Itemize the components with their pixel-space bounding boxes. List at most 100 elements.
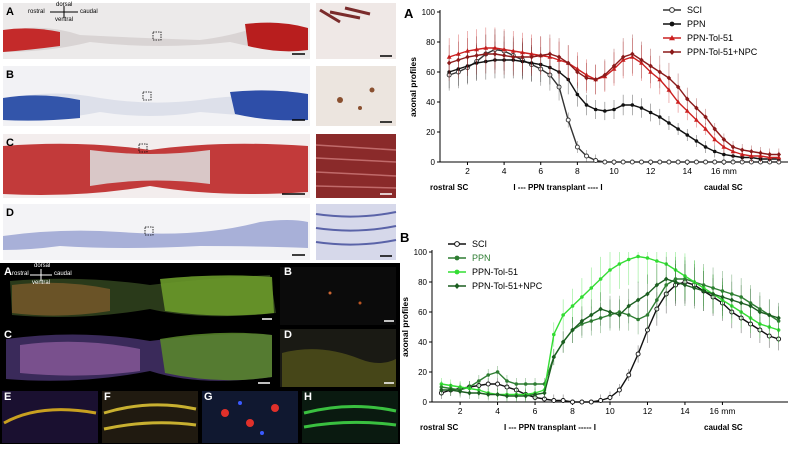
data-point [560, 339, 566, 345]
data-point [729, 297, 734, 303]
y-tick-label: 0 [431, 158, 436, 167]
data-point [694, 139, 699, 143]
chart-a: A 0 20 40 60 80 100 2 4 6 8 10 12 14 16 mm axonal profi… [404, 5, 788, 192]
fluor-h [302, 391, 398, 443]
legend-label: PPN [472, 253, 491, 263]
rostral-sc-label: rostral SC [420, 423, 458, 432]
legend-marker [454, 283, 460, 289]
data-point [486, 373, 491, 377]
y-tick-label: 20 [418, 368, 427, 377]
data-point [722, 152, 726, 157]
histology-figure: A B C D dorsal rostral caudal ventral [0, 0, 400, 262]
data-point [703, 126, 708, 131]
data-point [607, 309, 613, 315]
histology-panel-c-letter: C [6, 137, 14, 149]
data-point [542, 390, 547, 396]
histology-b-blue-left [3, 95, 80, 121]
data-point [602, 72, 608, 78]
x-tick-label: 8 [575, 166, 580, 176]
data-point [579, 399, 585, 405]
fluor-panel-c-letter: C [4, 329, 12, 341]
data-point [694, 105, 699, 111]
histology-panel-d-letter: D [6, 207, 14, 219]
data-point [712, 149, 717, 154]
data-point [635, 351, 641, 357]
rostral-sc-label: rostral SC [430, 183, 468, 192]
data-point [523, 382, 528, 386]
x-tick-label: 16 mm [711, 166, 737, 176]
data-point [465, 54, 470, 60]
data-point [617, 312, 622, 318]
data-point [588, 399, 594, 405]
legend-label: PPN-Tol-51 [687, 33, 733, 43]
chart-b: B 0 20 40 60 80 100 2 4 6 8 10 12 14 16 mm axonal profi… [400, 230, 788, 432]
fluor-ventral-label: ventral [32, 280, 51, 286]
data-point [474, 53, 479, 58]
data-point [551, 398, 557, 403]
data-point [607, 395, 613, 400]
chart-panel-letter: B [400, 230, 409, 245]
data-point [505, 379, 509, 383]
data-point [629, 159, 635, 165]
y-tick-label: 100 [422, 8, 436, 17]
data-point [767, 312, 772, 318]
data-point [486, 392, 491, 397]
data-point [504, 393, 510, 399]
data-point [730, 144, 736, 150]
data-point [703, 159, 709, 165]
data-point [694, 117, 699, 122]
data-point [648, 159, 654, 165]
data-point [476, 390, 482, 396]
x-tick-label: 12 [646, 166, 656, 176]
data-point [523, 393, 528, 399]
data-point [675, 99, 681, 104]
legend-marker [669, 7, 675, 13]
x-tick-label: 14 [683, 166, 693, 176]
fluor-rostral-label: rostral [12, 271, 29, 277]
data-point [758, 150, 763, 156]
data-point [580, 295, 584, 299]
data-point [657, 159, 663, 165]
data-point [439, 387, 444, 393]
fluorescence-svg [0, 263, 400, 444]
data-point [712, 159, 718, 165]
data-point [673, 279, 678, 285]
data-point [749, 149, 754, 154]
data-point [514, 393, 519, 399]
y-axis-title: axonal profiles [408, 57, 418, 117]
data-point [666, 75, 672, 81]
histology-b-blue-right [230, 90, 308, 121]
x-tick-label: 2 [458, 406, 463, 416]
data-point [457, 389, 463, 394]
histology-rostral-label: rostral [28, 9, 45, 15]
data-point [648, 63, 653, 69]
x-tick-label: 12 [643, 406, 653, 416]
histology-caudal-label: caudal [80, 9, 98, 15]
legend-label: PPN [687, 19, 706, 29]
data-point [608, 268, 612, 272]
data-point [611, 63, 617, 69]
y-axis-title: axonal profiles [400, 297, 410, 357]
y-tick-label: 60 [418, 308, 427, 317]
data-point [547, 51, 553, 57]
data-point [556, 54, 562, 60]
data-point [617, 262, 622, 266]
data-point [593, 77, 598, 82]
y-tick-label: 40 [418, 338, 427, 347]
data-point [467, 390, 472, 396]
ppn-transplant-label: I --- PPN transplant ---- I [513, 183, 602, 192]
histology-ventral-label: ventral [55, 17, 74, 23]
legend-marker [454, 269, 460, 275]
data-point [639, 106, 644, 110]
x-tick-label: 4 [495, 406, 500, 416]
data-point [533, 382, 537, 386]
x-tick-label: 8 [570, 406, 575, 416]
histology-panel-b-letter: B [6, 69, 14, 81]
data-point [685, 96, 690, 102]
histology-panel-a-letter: A [6, 6, 14, 18]
histology-dorsal-label: dorsal [56, 2, 73, 8]
data-point [620, 54, 626, 60]
fluor-panel-f-letter: F [104, 391, 111, 403]
data-point [570, 304, 575, 308]
data-point [666, 159, 672, 165]
